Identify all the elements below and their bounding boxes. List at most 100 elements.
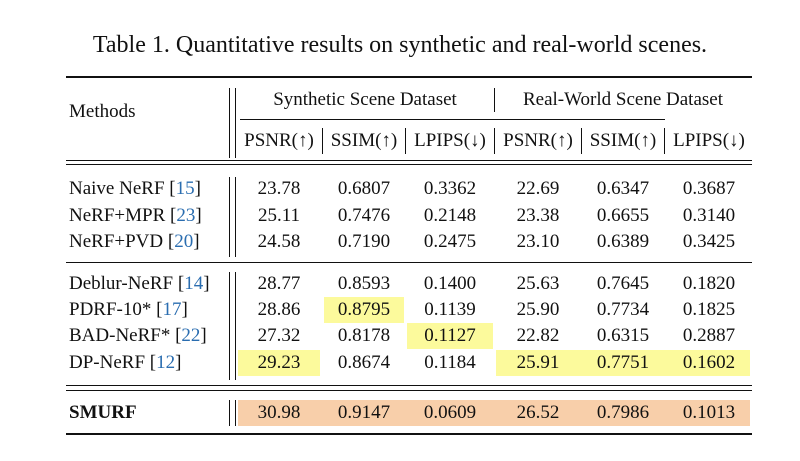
col-sep-1: [322, 128, 323, 154]
col-header-lpips-real: LPIPS(↓): [673, 130, 745, 151]
col-header-lpips-syn: LPIPS(↓): [414, 130, 486, 151]
col-header-ssim-syn: SSIM(↑): [330, 130, 398, 151]
metric-value: 0.7645: [596, 273, 650, 294]
methods-double-line-1: [229, 88, 230, 158]
metric-value: 22.82: [516, 325, 560, 346]
metric-value: 23.38: [516, 205, 560, 226]
metric-value: 25.90: [516, 299, 560, 320]
metric-value: 0.1820: [682, 273, 736, 294]
metric-value: 0.3140: [682, 205, 736, 226]
metric-value: 0.3362: [423, 178, 477, 199]
metric-value: 0.1013: [682, 402, 736, 423]
metric-value: 0.2475: [423, 231, 477, 252]
citation-ref[interactable]: 20: [174, 231, 194, 252]
realworld-group-header: Real-World Scene Dataset: [522, 89, 723, 110]
metric-value: 28.77: [257, 273, 301, 294]
col-sep-3: [494, 128, 495, 154]
methods-double-line-1d: [229, 400, 230, 426]
metric-value: 0.1184: [424, 352, 476, 373]
method-name: Deblur-NeRF [14]: [69, 273, 210, 294]
footer-double-rule-1: [66, 385, 752, 386]
metric-value: 0.1127: [424, 325, 476, 346]
metric-value: 0.1400: [423, 273, 477, 294]
metric-value: 0.2148: [423, 205, 477, 226]
metric-value: 0.8795: [337, 299, 391, 320]
metric-value: 0.0609: [423, 402, 477, 423]
col-header-psnr-real: PSNR(↑): [503, 130, 573, 151]
methods-double-line-1c: [229, 272, 230, 380]
group-separator-rule: [66, 262, 752, 263]
col-header-ssim-real: SSIM(↑): [589, 130, 657, 151]
metric-value: 24.58: [257, 231, 301, 252]
metric-value: 0.6347: [596, 178, 650, 199]
metric-value: 23.78: [257, 178, 301, 199]
highlight-smurf-row: [238, 400, 750, 426]
citation-ref[interactable]: 23: [176, 205, 196, 226]
col-header-psnr-syn: PSNR(↑): [244, 130, 314, 151]
method-label: BAD-NeRF*: [69, 325, 171, 346]
citation-ref[interactable]: 15: [175, 178, 195, 199]
citation-ref[interactable]: 12: [156, 352, 176, 373]
methods-double-line-2: [235, 88, 236, 158]
method-name: NeRF+PVD [20]: [69, 231, 200, 252]
highlight-pdrf-ssim: [324, 297, 404, 323]
metric-value: 0.8178: [337, 325, 391, 346]
metric-value: 0.6389: [596, 231, 650, 252]
metric-value: 0.6315: [596, 325, 650, 346]
top-rule: [66, 76, 752, 78]
methods-double-line-2b: [235, 177, 236, 257]
metric-value: 0.7190: [337, 231, 391, 252]
metric-value: 25.11: [257, 205, 301, 226]
metric-value: 30.98: [257, 402, 301, 423]
method-name: SMURF: [69, 400, 227, 426]
metric-value: 28.86: [257, 299, 301, 320]
methods-double-line-2d: [235, 400, 236, 426]
citation-ref[interactable]: 22: [181, 325, 201, 346]
method-name: NeRF+MPR [23]: [69, 205, 202, 226]
highlight-dpnerf-psnr-syn: [238, 350, 320, 376]
group-divider: [494, 88, 495, 112]
method-name: DP-NeRF [12]: [69, 352, 182, 373]
citation-ref[interactable]: 14: [184, 273, 204, 294]
col-sep-4: [581, 128, 582, 154]
metric-value: 0.3687: [682, 178, 736, 199]
metric-value: 0.7734: [596, 299, 650, 320]
col-sep-2: [405, 128, 406, 154]
metric-value: 0.3425: [682, 231, 736, 252]
metric-value: 0.1139: [424, 299, 476, 320]
metric-value: 22.69: [516, 178, 560, 199]
method-name: BAD-NeRF* [22]: [69, 325, 207, 346]
header-double-rule-2: [66, 164, 752, 165]
header-double-rule-1: [66, 160, 752, 161]
methods-double-line-2c: [235, 272, 236, 380]
footer-double-rule-2: [66, 390, 752, 391]
synthetic-group-header: Synthetic Scene Dataset: [273, 89, 457, 110]
metric-value: 0.6807: [337, 178, 391, 199]
metric-value: 0.1825: [682, 299, 736, 320]
metric-value: 25.63: [516, 273, 560, 294]
metric-value: 0.9147: [337, 402, 391, 423]
method-label: Deblur-NeRF: [69, 273, 174, 294]
metric-value: 0.7986: [596, 402, 650, 423]
methods-double-line-1b: [229, 177, 230, 257]
metric-value: 0.7476: [337, 205, 391, 226]
citation-ref[interactable]: 17: [162, 299, 182, 320]
col-sep-5: [664, 128, 665, 154]
method-label: DP-NeRF: [69, 352, 146, 373]
method-name: PDRF-10* [17]: [69, 299, 188, 320]
group-rule: [240, 119, 665, 120]
method-label: SMURF: [69, 402, 137, 423]
highlight-dpnerf-real: [496, 350, 750, 376]
metric-value: 0.6655: [596, 205, 650, 226]
highlight-bad-lpips: [407, 323, 493, 349]
metric-value: 25.91: [516, 352, 560, 373]
metric-value: 27.32: [257, 325, 301, 346]
metric-value: 0.7751: [596, 352, 650, 373]
table-caption: Table 1. Quantitative results on synthet…: [92, 32, 708, 58]
metric-value: 26.52: [516, 402, 560, 423]
metric-value: 0.8674: [337, 352, 391, 373]
method-label: NeRF+PVD: [69, 231, 164, 252]
metric-value: 0.1602: [682, 352, 736, 373]
metric-value: 29.23: [257, 352, 301, 373]
methods-header: Methods: [69, 101, 136, 122]
